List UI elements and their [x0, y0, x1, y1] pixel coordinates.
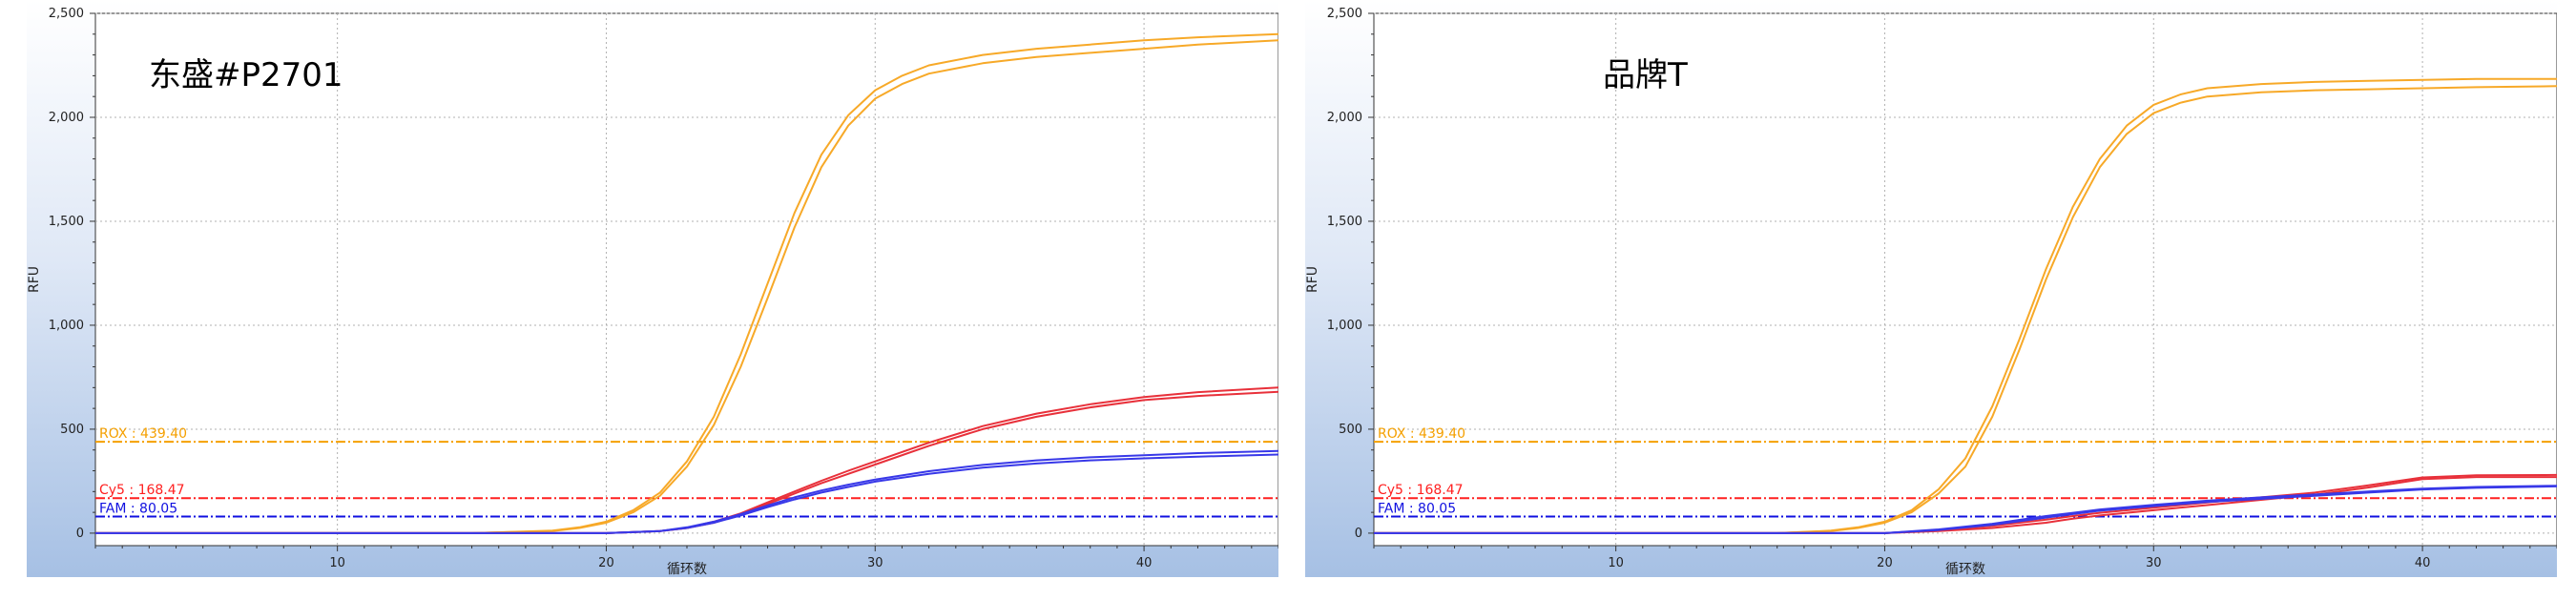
x-tick-label: 40 [2415, 556, 2431, 570]
x-tick-label: 30 [2146, 556, 2162, 570]
threshold-label: ROX : 439.40 [99, 426, 187, 442]
y-tick-label: 0 [76, 527, 84, 541]
y-tick-label: 500 [1339, 423, 1362, 437]
x-tick-label: 10 [329, 556, 345, 570]
y-tick-label: 1,000 [1327, 319, 1362, 333]
amplification-chart-left: 0 500 1,000 1,500 2,000 2,500 10 20 30 40 循环数 RFU RO… [27, 0, 1278, 577]
x-tick-label: 40 [1136, 556, 1153, 570]
x-axis-title: 循环数 [667, 562, 707, 577]
series-line [95, 32, 1278, 534]
amplification-chart-right: 0 500 1,000 1,500 2,000 2,500 10 20 30 40 循环数 RFU RO… [1305, 0, 2557, 577]
series-line [1374, 476, 2557, 534]
y-axis-title: RFU [1305, 266, 1320, 293]
series-line [1374, 485, 2557, 534]
y-tick-label: 1,500 [1327, 215, 1362, 229]
x-tick-label: 20 [1877, 556, 1893, 570]
x-tick-label: 30 [867, 556, 883, 570]
chart-title: 品牌T [1603, 56, 1688, 94]
threshold-label: Cy5 : 168.47 [1378, 483, 1464, 498]
y-tick-label: 2,500 [1327, 7, 1362, 21]
y-tick-label: 0 [1355, 527, 1362, 541]
chart-title: 东盛#P2701 [149, 56, 343, 94]
series-line [95, 449, 1278, 534]
threshold-label: ROX : 439.40 [1378, 426, 1465, 442]
threshold-label: FAM : 80.05 [99, 501, 177, 516]
y-tick-label: 2,500 [49, 7, 84, 21]
chart-svg-right: 0 500 1,000 1,500 2,000 2,500 10 20 30 40 循环数 RFU RO… [1305, 0, 2557, 577]
y-tick-label: 2,000 [1327, 111, 1362, 125]
x-axis-title: 循环数 [1945, 562, 1985, 577]
chart-svg-left: 0 500 1,000 1,500 2,000 2,500 10 20 30 40 循环数 RFU RO… [27, 0, 1278, 577]
x-tick-label: 20 [598, 556, 614, 570]
y-axis-title: RFU [27, 266, 42, 293]
threshold-label: FAM : 80.05 [1378, 501, 1456, 516]
series-line [1374, 77, 2557, 534]
x-tick-label: 10 [1608, 556, 1624, 570]
y-tick-label: 1,500 [49, 215, 84, 229]
y-tick-label: 1,000 [49, 319, 84, 333]
y-tick-label: 500 [60, 423, 84, 437]
threshold-label: Cy5 : 168.47 [99, 483, 185, 498]
y-tick-label: 2,000 [49, 111, 84, 125]
